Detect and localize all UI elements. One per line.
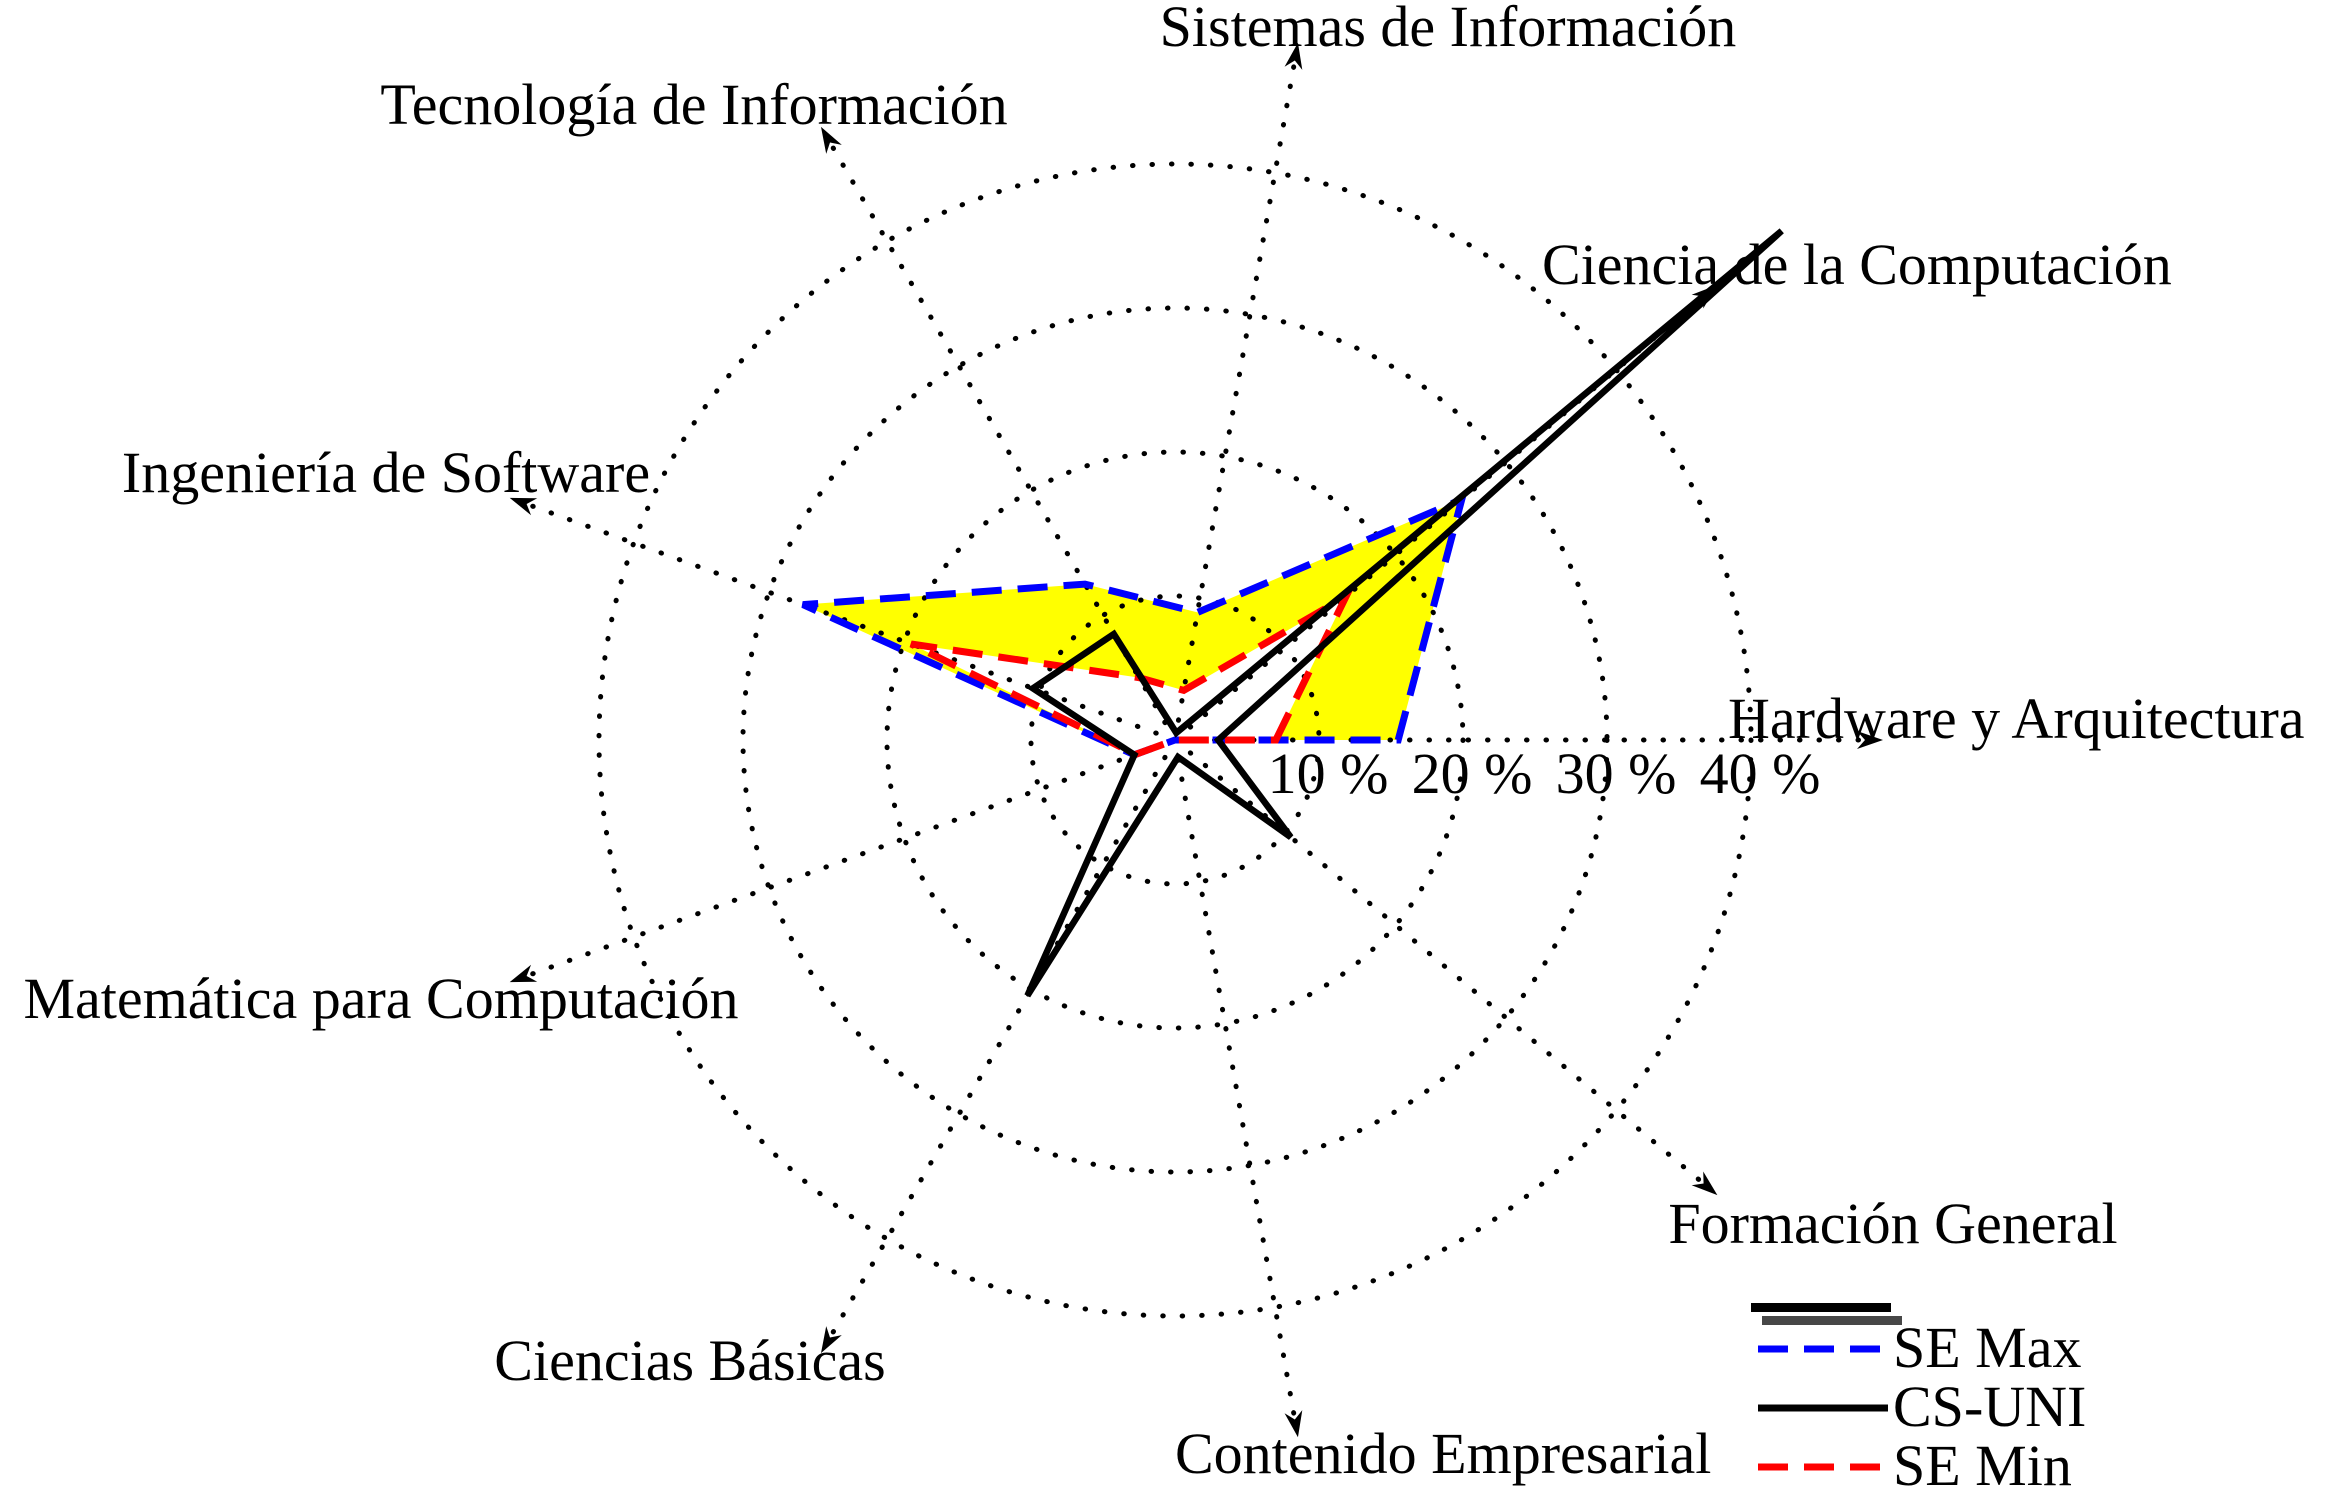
- axis-label: Hardware y Arquitectura: [1728, 686, 2305, 751]
- legend-bar-1: [1762, 1316, 1902, 1325]
- axis-label: Ingeniería de Software: [122, 440, 650, 505]
- axis-arrow-icon: [1691, 1171, 1718, 1196]
- axis-arrow-icon: [1857, 731, 1883, 749]
- axis-arrow-icon: [1284, 42, 1303, 70]
- axis-arrow-icon: [821, 126, 842, 154]
- tick-label: 20 %: [1412, 741, 1533, 806]
- band-fill: [802, 499, 1462, 755]
- axis-label: Matemática para Computación: [23, 966, 738, 1031]
- axis-arrow-icon: [1284, 1410, 1303, 1438]
- axis-label: Sistemas de Información: [1160, 0, 1737, 59]
- axis-spoke: [1187, 750, 1704, 1184]
- axis-spoke: [829, 143, 1168, 726]
- axis-label: Tecnología de Información: [380, 72, 1007, 137]
- grid-circle: [884, 449, 1466, 1031]
- legend-item-label: SE Max: [1893, 1315, 2082, 1380]
- axis-label: Ciencia de la Computación: [1542, 232, 2172, 297]
- grid-circle: [596, 161, 1754, 1319]
- tick-label: 40 %: [1700, 741, 1821, 806]
- axis-arrow-icon: [509, 964, 538, 983]
- axis-label: Contenido Empresarial: [1175, 1421, 1711, 1486]
- axis-spoke: [527, 744, 1159, 978]
- legend-item-label: SE Min: [1893, 1433, 2072, 1489]
- series-line-cs-uni: [1024, 228, 1784, 998]
- axis-arrow-icon: [821, 1326, 842, 1354]
- series-line-se-max: [801, 493, 1468, 759]
- axis-spoke: [1175, 61, 1297, 723]
- axis-spoke: [829, 754, 1168, 1337]
- axis-spoke: [1175, 757, 1297, 1419]
- axis-label: Ciencias Básicas: [494, 1328, 885, 1393]
- axis-arrow-icon: [509, 497, 538, 516]
- axis-label: Formación General: [1668, 1191, 2117, 1256]
- tick-label: 10 %: [1268, 741, 1389, 806]
- legend-bar-0: [1751, 1303, 1891, 1312]
- legend-item-label: CS-UNI: [1893, 1374, 2086, 1439]
- tick-label: 30 %: [1556, 741, 1677, 806]
